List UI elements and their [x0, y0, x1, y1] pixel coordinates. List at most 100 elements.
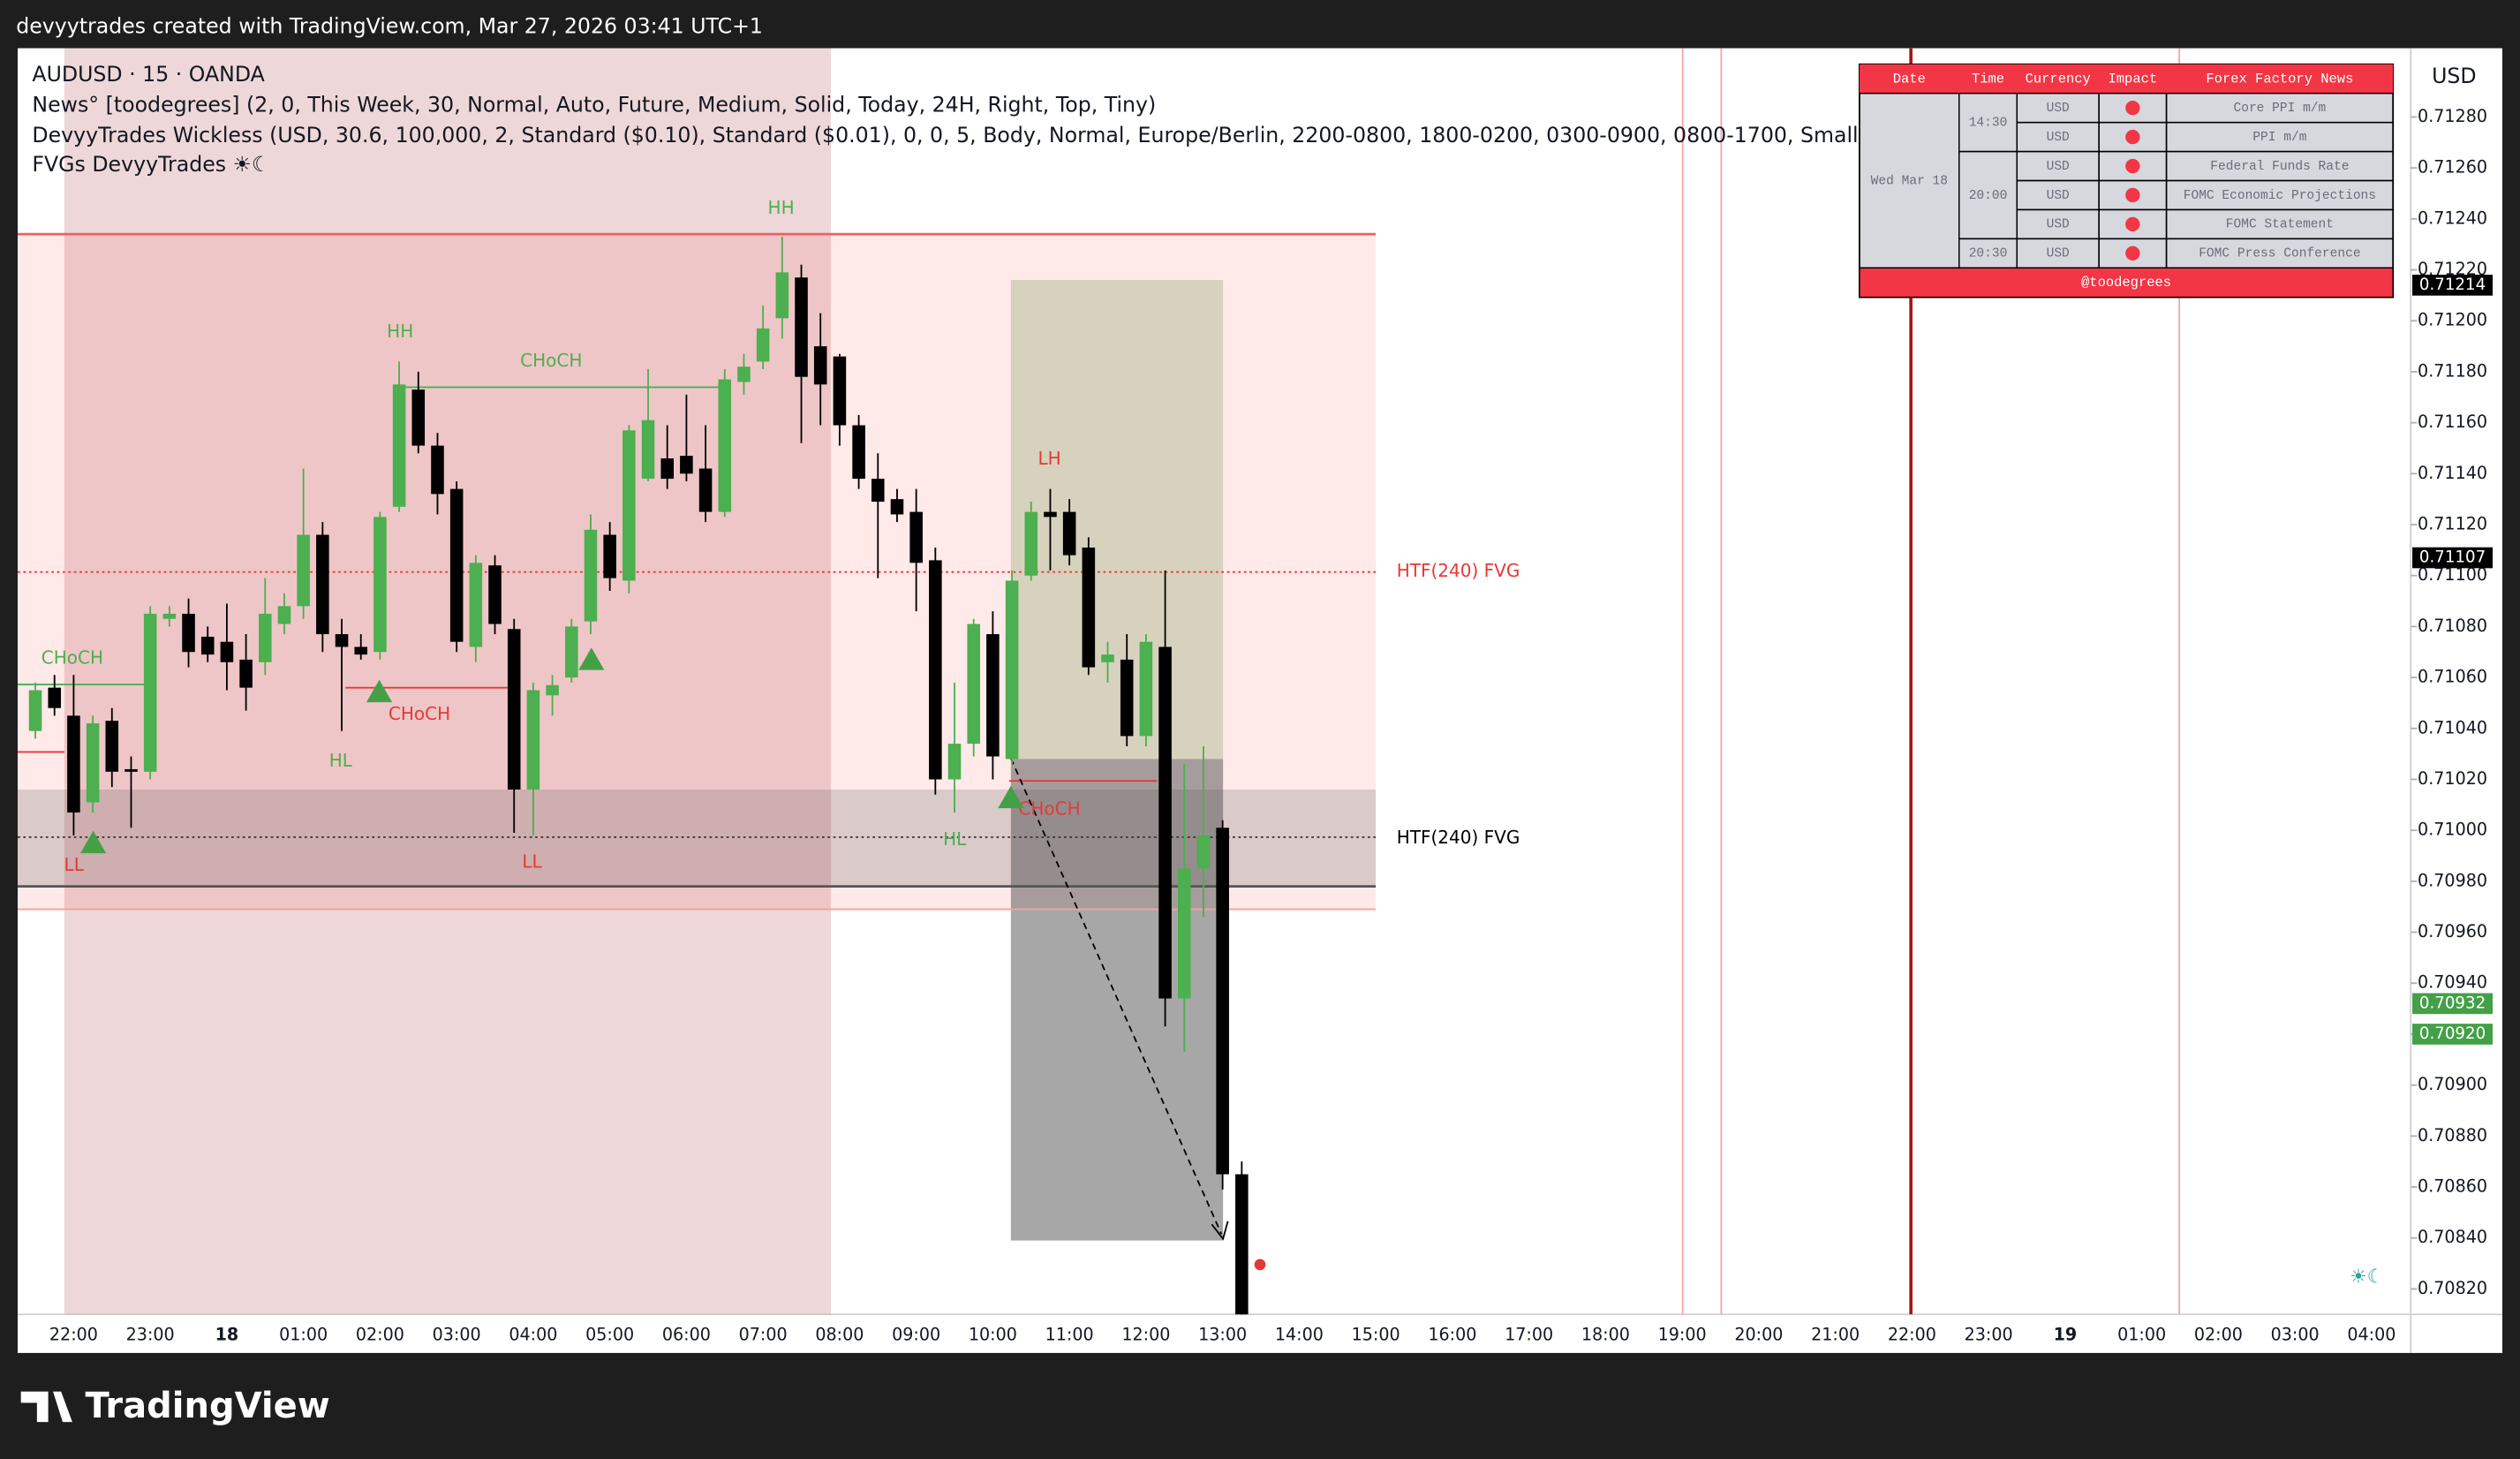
candle-body	[48, 687, 62, 708]
candle-body	[775, 272, 789, 319]
y-tick-label: 0.71200	[2418, 310, 2487, 330]
candle-body	[1024, 511, 1038, 576]
candle-body	[1044, 511, 1057, 518]
price-label-box	[2412, 1024, 2494, 1045]
event-cell: Federal Funds Rate	[2210, 160, 2349, 174]
candle-body	[277, 606, 291, 624]
candle-body	[67, 715, 80, 813]
price-label-box	[2412, 275, 2494, 296]
x-tick-label: 19	[2054, 1324, 2078, 1344]
annotation: HTF(240) FVG	[1397, 827, 1520, 848]
candle-body	[200, 636, 215, 655]
candle-body	[660, 458, 674, 480]
candle-body	[105, 721, 119, 772]
candle-body	[335, 634, 349, 647]
candle-body	[833, 356, 847, 426]
annotation: CHoCH	[389, 703, 450, 724]
candle-body	[259, 613, 272, 662]
candle-body	[1139, 641, 1153, 737]
candle-body	[1101, 654, 1114, 662]
x-tick-label: 14:00	[1275, 1324, 1324, 1344]
x-tick-label: 22:00	[1888, 1324, 1936, 1344]
x-tick-label: 02:00	[2194, 1324, 2243, 1344]
annotation: HTF(240) FVG	[1397, 560, 1520, 581]
x-tick-label: 01:00	[2117, 1324, 2166, 1344]
x-tick-label: 19:00	[1658, 1324, 1707, 1344]
table-header: Currency	[2026, 71, 2091, 87]
annotation: CHoCH	[1018, 798, 1080, 819]
candle-body	[546, 684, 559, 696]
session-shading	[64, 48, 832, 1315]
candle-body	[526, 690, 540, 790]
currency-cell: USD	[2047, 131, 2070, 145]
legend-symbol: AUDUSD · 15 · OANDA	[32, 62, 264, 87]
candle-body	[909, 511, 923, 563]
x-tick-label: 08:00	[815, 1324, 864, 1344]
y-tick-label: 0.71040	[2418, 717, 2487, 737]
annotation: HH	[768, 197, 795, 218]
candle-body	[584, 529, 598, 622]
currency-cell: USD	[2047, 102, 2070, 116]
currency-cell: USD	[2047, 247, 2070, 261]
x-tick-label: 17:00	[1505, 1324, 1553, 1344]
x-tick-label: 03:00	[433, 1324, 481, 1344]
candle-body	[239, 659, 253, 688]
impact-dot	[2125, 216, 2140, 232]
annotation: LL	[64, 854, 85, 875]
candle-body	[737, 367, 751, 382]
time-axis: 22:00 23:00 18 01:00 02:00 03:00 04:00 05:00 06:…	[49, 1324, 2396, 1344]
signal-dot	[1252, 1257, 1268, 1273]
y-tick-label: 0.70840	[2418, 1227, 2487, 1247]
footer-logo: TradingView	[20, 1386, 330, 1426]
candle-body	[929, 560, 942, 780]
projection-arrow	[1010, 758, 1223, 1235]
x-tick-label: 10:00	[969, 1324, 1017, 1344]
candle-body	[947, 744, 962, 780]
table-header-bg	[1859, 64, 2394, 94]
y-tick-label: 0.71260	[2418, 157, 2487, 178]
price-label-box	[2412, 547, 2494, 569]
annotation: HH	[387, 321, 413, 342]
y-tick-label: 0.71000	[2418, 820, 2487, 840]
candle-body	[890, 499, 904, 515]
candle-body	[316, 534, 329, 635]
x-tick-label: 21:00	[1811, 1324, 1860, 1344]
table-footer-bg	[1859, 267, 2394, 299]
y-tick-label: 0.70880	[2418, 1125, 2487, 1145]
candle-body	[1082, 547, 1096, 668]
candle-body	[1216, 828, 1229, 1175]
x-tick-label: 22:00	[49, 1324, 98, 1344]
x-tick-label: 11:00	[1045, 1324, 1094, 1344]
candle-body	[431, 445, 444, 495]
theme-icon: ☀☾	[2350, 1266, 2384, 1288]
legend-fvgs: FVGs DevyyTrades ☀☾	[32, 152, 270, 177]
impact-dot	[2125, 129, 2140, 145]
event-cell: FOMC Statement	[2226, 218, 2334, 232]
event-cell: FOMC Press Conference	[2199, 247, 2360, 261]
price-label: 0.71214	[2419, 276, 2486, 294]
candle-body	[488, 565, 502, 624]
y-tick-label: 0.71100	[2418, 564, 2487, 585]
candle-body	[795, 277, 808, 377]
candle-body	[986, 634, 1000, 757]
table-header: Date	[1893, 71, 1926, 87]
y-tick-label: 0.70960	[2418, 921, 2487, 941]
x-tick-label: 13:00	[1198, 1324, 1247, 1344]
x-tick-label: 20:00	[1734, 1324, 1783, 1344]
candle-body	[1177, 868, 1191, 999]
candle-body	[967, 624, 980, 745]
currency-cell: USD	[2047, 218, 2070, 232]
price-label: 0.70932	[2419, 994, 2486, 1012]
candle-body	[449, 488, 464, 642]
logo-mark	[20, 1391, 72, 1423]
event-cell: PPI m/m	[2252, 131, 2306, 145]
impact-dot	[2125, 187, 2140, 203]
x-tick-label: 07:00	[739, 1324, 788, 1344]
candle-body	[1120, 659, 1134, 737]
candle-body	[680, 456, 693, 474]
candle-body	[507, 629, 521, 790]
date-cell: Wed Mar 18	[1871, 174, 1948, 188]
price-label: 0.71107	[2419, 548, 2486, 567]
